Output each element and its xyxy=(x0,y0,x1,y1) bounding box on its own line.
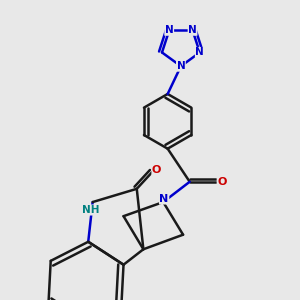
Text: N: N xyxy=(188,25,197,35)
Text: N: N xyxy=(160,194,169,204)
Text: N: N xyxy=(165,25,174,35)
Text: O: O xyxy=(152,165,161,175)
Text: N: N xyxy=(176,61,185,71)
Text: NH: NH xyxy=(82,205,99,215)
Text: O: O xyxy=(217,177,226,187)
Text: N: N xyxy=(195,47,204,58)
